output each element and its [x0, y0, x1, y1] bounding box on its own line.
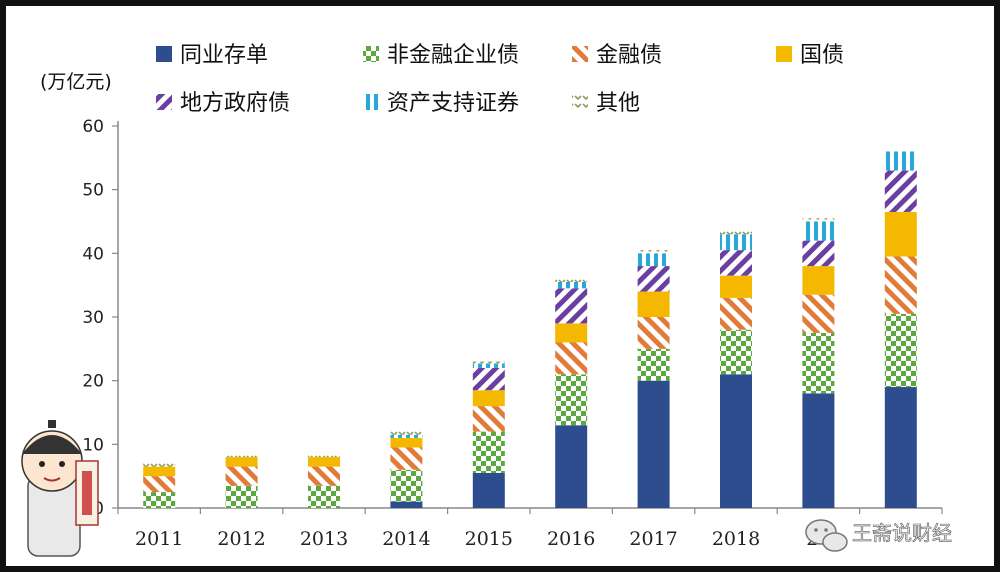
x-tick-label: 2013	[300, 528, 348, 550]
bar-segment-2015-s0	[472, 472, 505, 508]
legend-swatch	[776, 46, 792, 62]
bar-segment-2018-s2	[720, 297, 752, 330]
legend-swatch	[156, 94, 172, 110]
bar-segment-2012-s3	[225, 457, 258, 467]
watermark-text: 王斋说财经	[852, 521, 952, 545]
bar-segment-2020-s6	[884, 148, 917, 152]
x-ticks: 2011201220132014201520162017201820	[117, 508, 943, 550]
y-ticks: 0102030405060	[82, 117, 118, 519]
bar-segment-2019-s5	[802, 221, 835, 241]
bar-segment-2019-s6	[802, 218, 835, 222]
bar-segment-2020-s5	[884, 151, 917, 171]
legend-swatch	[363, 46, 379, 62]
cartoon-scholar-avatar	[21, 420, 99, 557]
bar-segment-2015-s2	[472, 406, 505, 432]
bar-segment-2015-s1	[472, 431, 505, 473]
bar-segment-2020-s3	[884, 211, 917, 257]
legend-label: 同业存单	[180, 43, 268, 68]
bar-segment-2019-s0	[802, 393, 835, 508]
unit-label: (万亿元)	[40, 71, 112, 93]
bar-segment-2019-s4	[802, 240, 835, 267]
bar-segment-2014-s6	[390, 431, 423, 435]
bar-segment-2020-s4	[884, 170, 917, 212]
bar-segment-2016-s3	[555, 323, 588, 343]
y-tick-label: 10	[82, 435, 104, 455]
bar-segment-2018-s6	[720, 231, 752, 235]
y-tick-label: 60	[82, 117, 104, 137]
y-tick-label: 40	[82, 244, 104, 264]
bar-segment-2015-s6	[472, 361, 505, 364]
bar-segment-2015-s3	[472, 390, 505, 407]
bar-segment-2014-s2	[390, 447, 423, 470]
legend-swatch	[572, 94, 588, 110]
bar-segment-2011-s3	[143, 466, 176, 477]
bar-segment-2017-s1	[637, 348, 670, 381]
bar-segment-2020-s0	[884, 387, 917, 508]
bars	[143, 148, 917, 508]
legend-swatch	[363, 94, 379, 110]
bar-segment-2013-s6	[308, 453, 340, 458]
bar-segment-2018-s4	[720, 250, 752, 276]
x-tick-label: 2011	[135, 528, 183, 550]
bar-segment-2017-s2	[637, 317, 670, 349]
bar-segment-2011-s2	[143, 476, 176, 493]
bar-segment-2019-s1	[802, 332, 835, 394]
bar-segment-2014-s0	[390, 501, 423, 508]
bar-segment-2014-s5	[390, 434, 423, 438]
legend-label: 非金融企业债	[387, 43, 519, 68]
bar-segment-2016-s6	[555, 278, 588, 282]
bar-segment-2018-s1	[720, 329, 752, 375]
bar-segment-2013-s2	[308, 466, 340, 486]
bar-segment-2011-s1	[143, 492, 176, 508]
bar-segment-2018-s5	[720, 234, 752, 251]
bar-segment-2017-s5	[637, 253, 670, 267]
bar-segment-2017-s0	[637, 380, 670, 508]
bar-segment-2012-s1	[225, 485, 258, 508]
x-tick-label: 2016	[547, 528, 595, 550]
bar-segment-2019-s3	[802, 266, 835, 295]
x-tick-label: 2012	[217, 528, 265, 550]
legend-label: 资产支持证券	[387, 91, 519, 116]
bar-segment-2013-s3	[308, 457, 340, 467]
legend-swatch	[572, 46, 588, 62]
x-tick-label: 2014	[382, 528, 430, 550]
bar-segment-2020-s1	[884, 313, 917, 388]
bar-segment-2013-s1	[308, 485, 340, 508]
bar-segment-2017-s3	[637, 291, 670, 317]
y-tick-label: 50	[82, 181, 104, 201]
legend-label: 地方政府债	[180, 91, 290, 116]
bar-segment-2016-s5	[555, 281, 588, 289]
x-tick-label: 2018	[712, 528, 760, 550]
bar-segment-2016-s0	[555, 425, 588, 508]
y-tick-label: 20	[82, 372, 104, 392]
x-tick-label: 2017	[629, 528, 677, 550]
legend-swatch	[156, 46, 172, 62]
bar-segment-2016-s2	[555, 342, 588, 375]
legend-label: 国债	[800, 43, 844, 68]
bar-segment-2016-s1	[555, 374, 588, 426]
y-tick-label: 30	[82, 308, 104, 328]
bar-segment-2016-s4	[555, 288, 588, 324]
bar-segment-2018-s0	[720, 374, 752, 508]
bar-segment-2014-s3	[390, 437, 423, 448]
bar-segment-2019-s2	[802, 294, 835, 333]
bar-segment-2020-s2	[884, 256, 917, 314]
bar-segment-2015-s4	[472, 367, 505, 391]
bar-segment-2015-s5	[472, 363, 505, 368]
x-tick-label: 2015	[465, 528, 513, 550]
bar-segment-2017-s6	[637, 250, 670, 254]
bar-segment-2012-s6	[225, 453, 258, 458]
bar-segment-2018-s3	[720, 275, 752, 298]
legend-label: 其他	[596, 91, 640, 116]
chat-bubble-icon	[805, 519, 848, 552]
bar-segment-2011-s6	[143, 460, 176, 467]
bar-segment-2012-s2	[225, 466, 258, 486]
bar-segment-2014-s1	[390, 469, 423, 502]
legend-label: 金融债	[596, 43, 662, 68]
bar-segment-2017-s4	[637, 266, 670, 292]
